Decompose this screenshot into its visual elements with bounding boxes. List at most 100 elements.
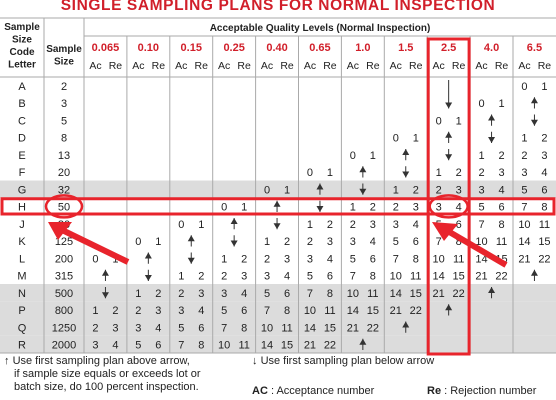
code-letter-R: R [18, 340, 26, 352]
ac-value-P-0.065: 1 [92, 305, 98, 317]
re-value-M-0.65: 6 [327, 271, 333, 283]
re-value-N-0.65: 8 [327, 288, 333, 300]
ac-value-H-6.5: 7 [521, 202, 527, 214]
down-arrow-icon-1.0-G [359, 188, 367, 195]
page-title: SINGLE SAMPLING PLANS FOR NORMAL INSPECT… [60, 0, 496, 14]
sample-size-P: 800 [55, 305, 73, 317]
code-letter-P: P [18, 305, 25, 317]
code-letter-header-line-3: Code [10, 47, 35, 58]
ac-value-K-0.10: 0 [135, 236, 141, 248]
code-letter-J: J [19, 219, 25, 231]
aql-level-0.65: 0.65 [309, 42, 330, 54]
highlight-row-box [0, 197, 556, 216]
re-value-L-1.0: 6 [370, 253, 376, 265]
up-arrow-icon-1.0-F [359, 166, 367, 173]
ac-value-K-6.5: 14 [518, 236, 530, 248]
ac-value-F-4.0: 2 [478, 167, 484, 179]
re-value-R-0.40: 15 [281, 340, 293, 352]
result-cell-circle [428, 194, 469, 219]
re-value-R-0.15: 8 [198, 340, 204, 352]
ac-value-Q-0.40: 10 [261, 322, 273, 334]
re-value-Q-0.25: 8 [241, 322, 247, 334]
ac-value-J-6.5: 10 [518, 219, 530, 231]
ac-definition: AC : Acceptance number [252, 385, 374, 398]
ac-value-M-2.5: 14 [433, 271, 445, 283]
re-label-0.10: Re [152, 60, 166, 72]
ac-value-F-0.65: 0 [307, 167, 313, 179]
sample-size-B: 3 [61, 98, 67, 110]
re-value-N-0.40: 6 [284, 288, 290, 300]
re-value-M-1.0: 8 [370, 271, 376, 283]
re-value-P-0.65: 11 [324, 305, 335, 317]
down-arrow-icon-4.0-D [488, 137, 496, 143]
ac-value-K-0.40: 1 [264, 236, 270, 248]
up-arrow-icon-2.5-P [445, 304, 453, 311]
re-value-K-1.5: 6 [413, 236, 419, 248]
up-arrow-icon-0.15-K [187, 235, 195, 242]
code-letter-N: N [18, 288, 26, 300]
ac-value-G-4.0: 3 [478, 184, 484, 196]
ac-value-K-4.0: 10 [475, 236, 487, 248]
code-letter-header-line-2: Size [12, 35, 32, 46]
sample-size-E: 13 [58, 150, 70, 162]
sample-size-R: 2000 [52, 340, 76, 352]
shaded-row-G [0, 180, 556, 198]
aql-level-0.40: 0.40 [266, 42, 287, 54]
up-arrow-icon-0.25-J [230, 218, 238, 224]
re-value-F-6.5: 4 [541, 167, 547, 179]
sample-size-M: 315 [55, 271, 73, 283]
ac-value-G-6.5: 5 [521, 184, 527, 196]
aql-header-title: Acceptable Quality Levels (Normal Inspec… [210, 23, 431, 34]
aql-level-2.5: 2.5 [441, 42, 456, 54]
pointer-arrow-size-shaft [58, 226, 130, 265]
down-arrow-note: Use first sampling plan below arrow [260, 355, 435, 367]
up-arrow-note-line-2: if sample size equals or exceeds lot or [14, 368, 201, 380]
re-value-A-6.5: 1 [541, 81, 547, 93]
ac-value-A-6.5: 0 [521, 81, 527, 93]
ac-value-M-0.65: 5 [307, 271, 313, 283]
ac-label-1.0: Ac [347, 60, 359, 72]
ac-value-R-0.25: 10 [218, 340, 230, 352]
shaded-row-R [0, 335, 556, 353]
ac-value-Q-0.065: 2 [92, 322, 98, 334]
ac-value-L-2.5: 10 [433, 253, 445, 265]
re-value-M-0.40: 4 [284, 271, 290, 283]
re-value-R-0.10: 6 [155, 340, 161, 352]
ac-value-N-1.0: 10 [347, 288, 359, 300]
ac-value-L-0.40: 2 [264, 253, 270, 265]
ac-value-H-0.25: 0 [221, 202, 227, 214]
re-value-F-0.65: 1 [327, 167, 333, 179]
re-value-Q-0.65: 15 [324, 322, 336, 334]
aql-level-1.0: 1.0 [355, 42, 370, 54]
up-arrow-icon-1.0-R [359, 338, 367, 345]
ac-label-4.0: Ac [475, 60, 487, 72]
re-label-0.40: Re [280, 60, 294, 72]
code-letter-K: K [18, 236, 26, 248]
up-arrow-icon-6.5-M [530, 269, 538, 276]
aql-level-1.5: 1.5 [398, 42, 413, 54]
re-value-L-0.65: 4 [327, 253, 333, 265]
re-value-G-0.40: 1 [284, 184, 290, 196]
re-value-P-0.40: 8 [284, 305, 290, 317]
re-value-G-2.5: 3 [456, 184, 462, 196]
ac-value-J-0.15: 0 [178, 219, 184, 231]
ac-value-H-1.5: 2 [393, 202, 399, 214]
re-value-H-1.0: 2 [370, 202, 376, 214]
ac-label-0.15: Ac [175, 60, 187, 72]
re-value-Q-0.40: 11 [281, 322, 292, 334]
re-label-4.0: Re [495, 60, 509, 72]
ac-value-J-0.65: 1 [307, 219, 313, 231]
ac-label-0.40: Ac [261, 60, 273, 72]
re-label-1.0: Re [366, 60, 380, 72]
aql-level-4.0: 4.0 [484, 42, 499, 54]
re-value-J-1.0: 3 [370, 219, 376, 231]
ac-label-2.5: Ac [433, 60, 445, 72]
re-value-K-4.0: 11 [496, 236, 507, 248]
re-definition: Re : Rejection number [427, 385, 536, 398]
code-letter-header-line-4: Letter [8, 60, 36, 71]
re-value-N-1.5: 15 [410, 288, 422, 300]
ac-definition-text: : Acceptance number [270, 385, 375, 397]
aql-level-0.25: 0.25 [223, 42, 244, 54]
sample-size-Q: 1250 [52, 322, 76, 334]
